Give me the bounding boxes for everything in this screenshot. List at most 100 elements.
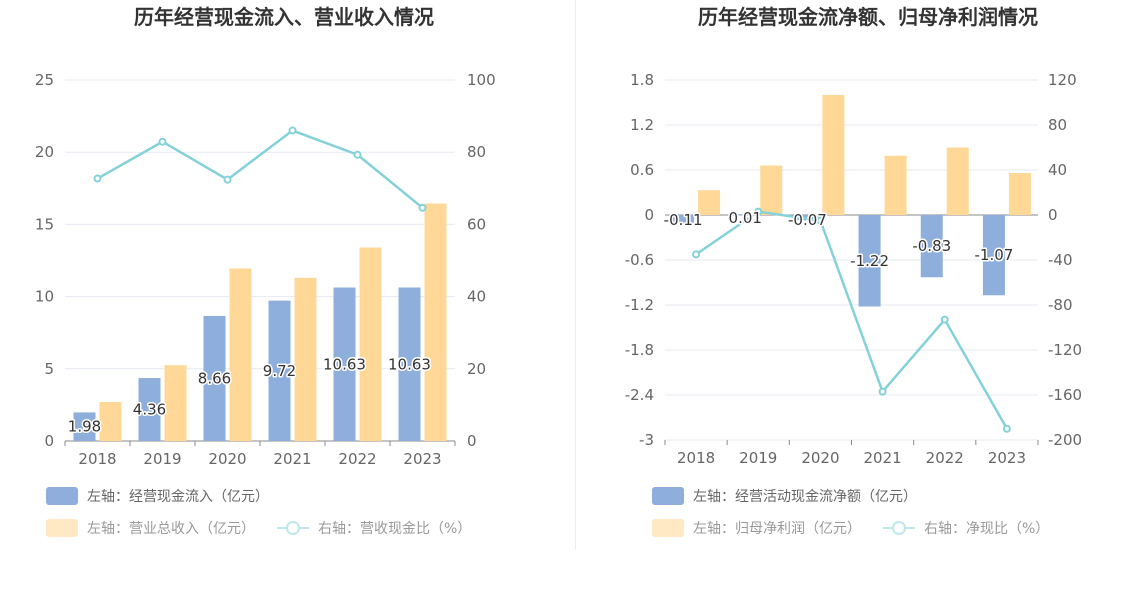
bar-series-2	[229, 268, 252, 441]
bar-series-1	[398, 287, 421, 441]
bar-series-1	[73, 412, 96, 441]
x-tick-label: 2020	[801, 449, 839, 467]
y-right-tick-label: 20	[467, 360, 486, 378]
x-tick-label: 2022	[338, 450, 376, 468]
y-left-tick-label: -2.4	[625, 386, 654, 404]
line-series-3	[96, 129, 424, 209]
chart-title: 历年经营现金流入、营业收入情况	[134, 5, 434, 29]
legend-label: 左轴：归母净利润（亿元）	[693, 520, 861, 537]
bar-data-label: 1.98	[68, 418, 101, 436]
x-tick-label: 2019	[739, 449, 777, 467]
chart-left-panel: 历年经营现金流入、营业收入情况 0 5 10 15 20 25 0 20 40 60 80 100 201…	[35, 5, 496, 537]
chart-title: 历年经营现金流净额、归母净利润情况	[698, 5, 1038, 29]
bar-series-1	[858, 215, 881, 307]
y-left-tick-label: 0	[44, 432, 54, 450]
bar-series-2	[359, 247, 382, 441]
y-right-tick-label: 60	[467, 215, 486, 233]
legend-swatch-marker	[286, 521, 300, 535]
x-tick-label: 2023	[403, 450, 441, 468]
y-right-tick-label: -40	[1048, 251, 1073, 269]
line-point	[1002, 424, 1011, 433]
line-point	[940, 315, 949, 324]
bar-data-label: 0.01	[729, 209, 762, 227]
line-point	[692, 250, 701, 259]
legend-label: 左轴：营业总收入（亿元）	[87, 521, 255, 537]
bar-series-1	[203, 315, 226, 441]
y-right-tick-label: 0	[467, 432, 477, 450]
line-point	[353, 150, 362, 159]
bar-data-label: 4.36	[133, 401, 166, 419]
y-left-tick-label: 15	[35, 215, 54, 233]
y-right-tick-label: 0	[1048, 206, 1058, 224]
y-right-tick-label: 120	[1048, 71, 1077, 89]
x-tick-label: 2019	[143, 450, 181, 468]
bar-series-2	[1008, 173, 1031, 215]
y-left-tick-label: 5	[44, 360, 54, 378]
legend-swatch-bar-1	[46, 487, 78, 505]
legend-label: 左轴：经营现金流入（亿元）	[87, 489, 269, 505]
bar-data-label: -0.83	[912, 237, 951, 255]
bar-data-label: 8.66	[198, 369, 231, 387]
chart-right-panel: 历年经营现金流净额、归母净利润情况 1.8 1.2 0.6 0 -0.6 -1.2 -1.8 -…	[574, 0, 1148, 589]
bar-series-1	[982, 215, 1005, 296]
chart-left-svg: 历年经营现金流入、营业收入情况 0 5 10 15 20 25 0 20 40 60 80 100 201…	[35, 5, 496, 537]
bar-series-2	[760, 165, 783, 215]
y-left-tick-label: -1.8	[625, 341, 654, 359]
bar-series-2	[99, 402, 122, 441]
panel-divider	[575, 0, 576, 550]
legend-swatch-bar-2	[46, 519, 78, 537]
bar-series-1	[138, 378, 161, 441]
bar-data-label: 10.63	[388, 355, 431, 373]
bar-series-2	[424, 203, 447, 441]
chart-right-svg: 历年经营现金流净额、归母净利润情况 1.8 1.2 0.6 0 -0.6 -1.2 -1.8 -…	[625, 5, 1082, 537]
bar-series-1	[333, 287, 356, 441]
line-point	[158, 137, 167, 146]
bar-series-1	[672, 215, 695, 224]
y-left-tick-label: 10	[35, 288, 54, 306]
bar-series-2	[884, 155, 907, 215]
x-tick-label: 2023	[988, 449, 1026, 467]
y-right-tick-label: -160	[1048, 386, 1082, 404]
x-tick-label: 2018	[78, 450, 116, 468]
y-left-tick-label: -0.6	[625, 251, 654, 269]
line-point	[223, 175, 232, 184]
y-right-tick-label: -80	[1048, 296, 1073, 314]
bar-data-label: -1.07	[975, 246, 1014, 264]
bar-series-1	[920, 215, 943, 278]
x-tick-label: 2022	[926, 449, 964, 467]
line-point	[418, 203, 427, 212]
bar-data-label: 9.72	[263, 362, 296, 380]
y-left-tick-label: 0	[644, 206, 654, 224]
y-left-tick-label: 25	[35, 71, 54, 89]
line-point	[93, 174, 102, 183]
y-left-tick-label: -3	[639, 431, 654, 449]
x-tick-label: 2018	[677, 449, 715, 467]
bar-data-label: 10.63	[323, 355, 366, 373]
legend-swatch-bar-1	[652, 487, 684, 505]
legend-swatch-marker	[892, 521, 906, 535]
legend-label: 右轴：营收现金比（%）	[318, 521, 471, 537]
y-right-tick-label: 100	[467, 71, 496, 89]
bar-data-label: -1.22	[850, 252, 889, 270]
legend-label: 右轴：净现比（%）	[924, 521, 1049, 537]
bar-series-1	[734, 214, 757, 216]
bar-series-2	[294, 277, 317, 441]
bar-series-2	[946, 147, 969, 215]
y-left-tick-label: 1.2	[630, 116, 654, 134]
line-point	[816, 216, 825, 225]
line-series-3	[695, 210, 1009, 430]
bar-series-1	[268, 300, 291, 441]
y-right-tick-label: 40	[467, 288, 486, 306]
y-right-tick-label: -120	[1048, 341, 1082, 359]
y-right-tick-label: 80	[467, 143, 486, 161]
x-tick-label: 2020	[208, 450, 246, 468]
y-right-tick-label: -200	[1048, 431, 1082, 449]
line-point	[288, 126, 297, 135]
x-tick-label: 2021	[863, 449, 901, 467]
bar-series-2	[164, 365, 187, 441]
y-left-tick-label: 20	[35, 143, 54, 161]
bar-data-label: -0.11	[664, 211, 703, 229]
y-left-tick-label: 1.8	[630, 71, 654, 89]
y-left-tick-label: 0.6	[630, 161, 654, 179]
line-point	[754, 207, 763, 216]
